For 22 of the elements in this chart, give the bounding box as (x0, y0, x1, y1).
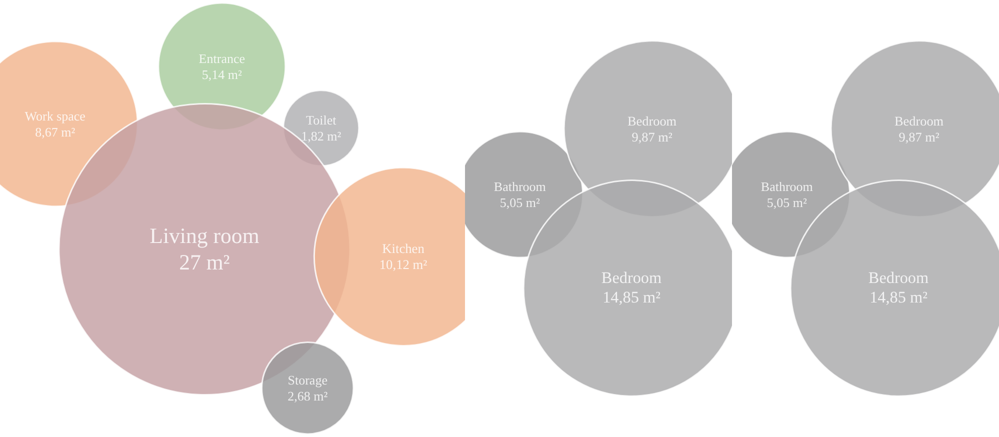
data-label: 14,85 m² (602, 289, 661, 306)
data-label: 2,68 m² (288, 388, 328, 404)
data-label: 9,87 m² (632, 129, 672, 144)
category-label: Work space (24, 108, 86, 124)
data-label: 10,12 m² (379, 257, 428, 272)
category-label: Bedroom (894, 113, 944, 128)
data-label: 5,05 m² (500, 195, 540, 210)
category-label: Bedroom (868, 270, 930, 288)
data-label: 9,87 m² (898, 129, 940, 144)
data-label: 5,14 m² (202, 67, 242, 82)
category-label: Storage (288, 372, 328, 388)
category-label: Entrance (198, 51, 246, 66)
data-label: 14,85 m² (870, 289, 928, 306)
data-label: 5,05 m² (766, 195, 808, 210)
category-label: Bathroom (760, 179, 813, 194)
category-label: Living room (150, 224, 260, 248)
data-label: 27 m² (179, 250, 230, 274)
category-label: Bathroom (494, 179, 546, 194)
data-label: 8,67 m² (35, 124, 76, 140)
category-label: Bedroom (601, 270, 662, 288)
category-label: Kitchen (382, 241, 425, 256)
category-label: Bedroom (627, 113, 678, 128)
